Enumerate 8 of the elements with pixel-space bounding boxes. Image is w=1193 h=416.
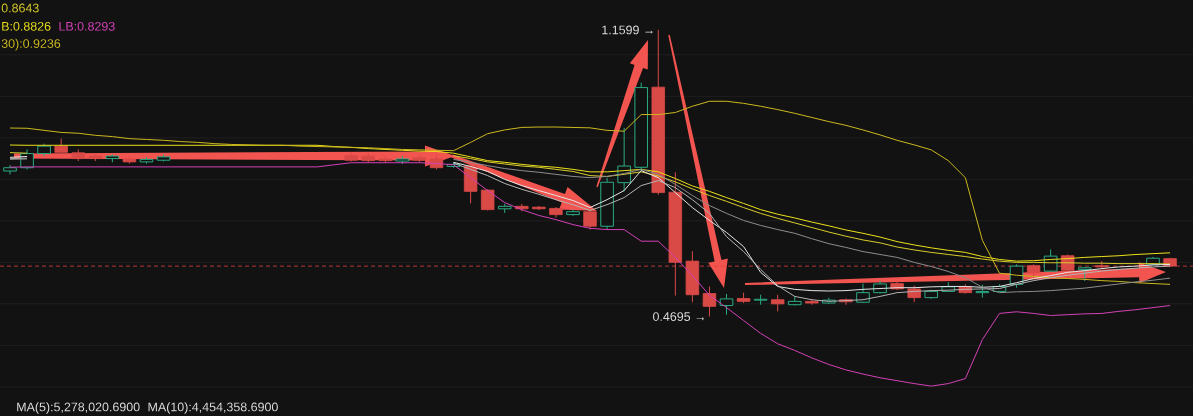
text: 0.8643 bbox=[1, 3, 39, 13]
text: 30):0.9236 bbox=[1, 38, 61, 51]
annotation: 1.1599 → bbox=[602, 25, 653, 35]
text: LB:0.8293 bbox=[59, 21, 115, 31]
text: MA(10):4,454,358.6900 bbox=[148, 402, 278, 414]
text: MA(5):5,278,020.6900 bbox=[17, 402, 140, 414]
text: B:0.8826 bbox=[2, 21, 51, 31]
annotation: 0.4695 → bbox=[653, 312, 704, 321]
